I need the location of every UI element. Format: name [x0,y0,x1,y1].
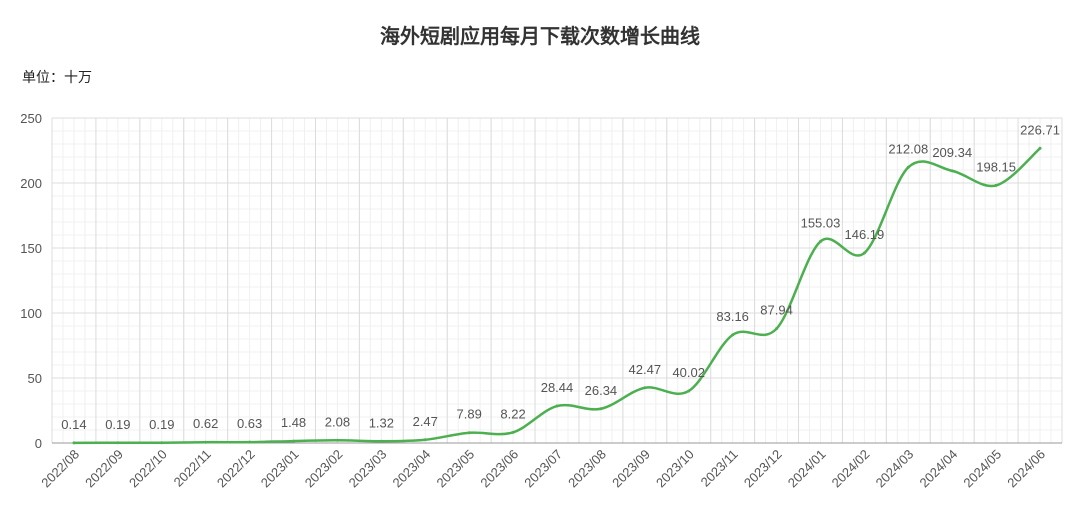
data-point [379,439,383,443]
y-tick-label: 150 [20,241,42,256]
data-label: 0.19 [105,417,130,432]
data-point [818,239,822,243]
data-point [467,431,471,435]
data-point [116,441,120,445]
y-tick-label: 100 [20,306,42,321]
data-label: 28.44 [541,380,574,395]
data-point [248,440,252,444]
data-label: 209.34 [932,145,972,160]
x-tick-label: 2024/05 [960,447,1004,491]
data-point [555,404,559,408]
data-label: 87.94 [760,303,793,318]
x-tick-label: 2023/09 [609,447,653,491]
x-tick-label: 2022/11 [171,447,214,490]
x-tick-label: 2023/08 [565,447,609,491]
data-label: 0.62 [193,416,218,431]
data-label: 8.22 [500,406,525,421]
unit-label: 单位：十万 [22,70,92,86]
x-tick-label: 2023/01 [258,447,302,491]
x-tick-label: 2023/10 [653,447,697,491]
y-tick-label: 200 [20,176,42,191]
data-label: 0.19 [149,417,174,432]
data-label: 1.48 [281,415,306,430]
chart-title: 海外短剧应用每月下载次数增长曲线 [380,24,700,48]
x-tick-label: 2024/01 [785,447,829,491]
data-point [292,439,296,443]
data-label: 42.47 [629,362,662,377]
data-point [1038,146,1042,150]
series-line [73,147,1041,445]
y-tick-label: 50 [28,371,42,386]
data-point [862,251,866,255]
x-tick-label: 2023/12 [741,447,785,491]
x-tick-label: 2023/05 [433,447,477,491]
data-label: 212.08 [888,141,928,156]
data-label: 40.02 [672,365,705,380]
data-label: 146.19 [845,227,885,242]
y-tick-label: 250 [20,111,42,126]
x-tick-label: 2023/07 [521,447,565,491]
data-point [994,183,998,187]
data-point [72,441,76,445]
data-point [906,165,910,169]
data-label: 0.14 [61,417,86,432]
data-label: 2.08 [325,414,350,429]
x-tick-label: 2024/04 [916,447,960,491]
data-point [204,440,208,444]
data-label: 2.47 [413,414,438,429]
x-tick-label: 2023/11 [698,447,741,490]
data-label: 7.89 [457,407,482,422]
y-tick-label: 0 [35,436,42,451]
x-tick-label: 2022/09 [82,447,126,491]
data-point [643,386,647,390]
x-tick-label: 2022/10 [126,447,170,491]
x-tick-label: 2023/03 [346,447,390,491]
data-point [335,438,339,442]
data-point [511,430,515,434]
data-point [160,441,164,445]
x-tick-label: 2023/04 [390,447,434,491]
data-label: 26.34 [585,383,618,398]
x-tick-label: 2022/12 [214,447,258,491]
data-point [599,407,603,411]
data-label: 0.63 [237,416,262,431]
data-point [731,333,735,337]
data-label: 1.32 [369,415,394,430]
data-point [950,169,954,173]
x-tick-label: 2024/03 [873,447,917,491]
data-point [423,438,427,442]
x-tick-label: 2023/02 [302,447,346,491]
data-label: 155.03 [801,215,841,230]
data-label: 198.15 [976,159,1016,174]
data-point [775,327,779,331]
x-tick-label: 2024/06 [1004,447,1048,491]
x-tick-label: 2023/06 [477,447,521,491]
x-tick-label: 2024/02 [829,447,873,491]
data-label: 226.71 [1020,122,1060,137]
x-tick-label: 2022/08 [38,447,82,491]
data-label: 83.16 [716,309,749,324]
data-point [687,389,691,393]
